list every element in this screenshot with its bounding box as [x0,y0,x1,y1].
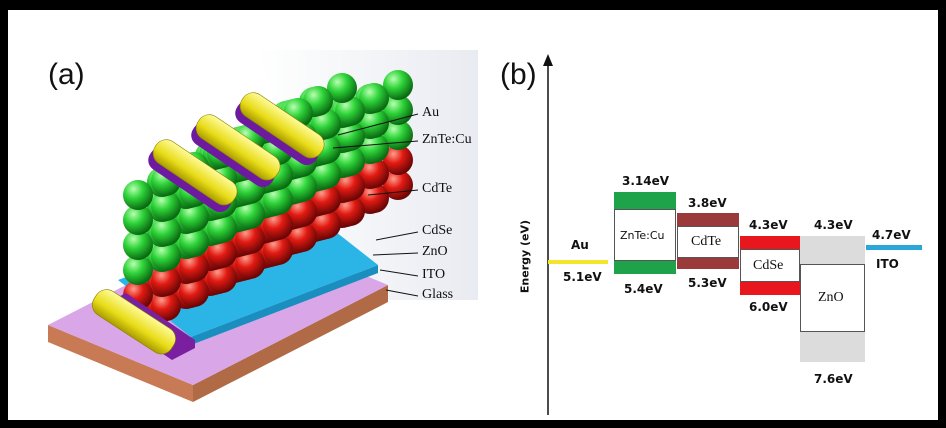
zntecu-label: ZnTe:Cu [620,229,665,242]
au-energy: 5.1eV [563,270,602,284]
au-level-bar [548,260,608,264]
zntecu-bottom-bar [614,261,676,274]
zno-top-energy: 4.3eV [814,218,853,232]
nanoparticle [123,180,153,210]
label-cdte: CdTe [422,181,453,196]
top-electrode [148,139,238,213]
label-zntecu: ZnTe:Cu [422,132,472,147]
nanoparticle [335,146,365,176]
nanoparticle [263,235,293,265]
nanoparticle [123,205,153,235]
zntecu-top-bar [614,192,676,209]
nanoparticle [235,199,265,229]
leader-lines [332,113,419,297]
cdse-bottom-energy: 6.0eV [749,300,788,314]
nanoparticle [123,255,153,285]
cdse-gap-box [740,249,800,282]
zntecu-top-energy: 3.14eV [622,174,670,188]
energy-axis [543,54,553,415]
zno-top-bar [800,236,865,264]
nanoparticle [179,277,209,307]
zno-bottom-energy: 7.6eV [814,372,853,386]
cdse-label: CdSe [753,258,784,273]
nanoparticle [179,227,209,257]
nanoparticle [359,133,389,163]
nanoparticle [207,263,237,293]
cdte-gap-box [677,226,739,258]
glass-substrate-side [48,325,193,402]
zntecu-bottom-energy: 5.4eV [624,282,663,296]
nanoparticle-cluster [123,70,413,335]
label-cdse: CdSe [422,223,453,238]
nanoparticle [151,216,181,246]
cdte-bottom-bar [677,258,739,269]
top-electrodes [148,92,325,213]
cdse-top-bar [740,236,800,249]
zntecu-gap-box [614,209,676,261]
nanoparticle [207,213,237,243]
nanoparticle [335,96,365,126]
nanoparticle [311,209,341,239]
ito-level-bar [866,245,922,250]
nanoparticle [151,191,181,221]
panel-b-label: (b) [500,58,537,91]
figure-frame: (a) [8,10,938,420]
top-electrode [235,92,325,166]
nanoparticle [311,184,341,214]
nanoparticle [151,241,181,271]
cdse-top-energy: 4.3eV [749,218,788,232]
nanoparticle [123,230,153,260]
zno-label: ZnO [818,290,844,305]
cdte-top-bar [677,213,739,226]
nanoparticle [263,185,293,215]
nanoparticle [287,222,317,252]
top-electrode [191,114,281,188]
nanoparticle [359,183,389,213]
ito-layer-front [191,265,378,345]
bottom-electrode [92,289,195,360]
cdte-bottom-energy: 5.3eV [688,276,727,290]
ito-label: ITO [876,257,899,271]
label-au: Au [422,105,440,120]
zno-bottom-bar [800,332,865,362]
label-ito: ITO [422,267,446,282]
nanoparticle [335,121,365,151]
cdte-top-energy: 3.8eV [688,196,727,210]
au-label: Au [571,238,589,252]
device-structure-illustration [48,50,478,402]
nanoparticle [311,109,341,139]
nanoparticle [235,249,265,279]
energy-axis-label: Energy (eV) [518,219,532,294]
nanoparticle [335,196,365,226]
nanoparticle [335,171,365,201]
nanoparticle [287,172,317,202]
nanoparticle [179,252,209,282]
label-zno: ZnO [422,244,448,259]
glass-substrate-front [193,285,388,402]
cdse-bottom-bar [740,282,800,295]
cdte-label: CdTe [691,234,722,249]
nanoparticle [359,158,389,188]
nanoparticle [235,224,265,254]
nanoparticle [311,159,341,189]
nanoparticle [151,266,181,296]
nanoparticle [179,202,209,232]
nanoparticle [359,108,389,138]
nanoparticle [263,210,293,240]
nanoparticle [151,291,181,321]
panel-a-label: (a) [48,58,85,91]
zno-gap-box [800,264,865,332]
nanoparticle [359,83,389,113]
nanoparticle [383,70,413,100]
ito-energy: 4.7eV [872,228,911,242]
nanoparticle [383,145,413,175]
nanoparticle [327,73,357,103]
nanoparticle [207,238,237,268]
nanoparticle [287,197,317,227]
label-glass: Glass [422,287,454,302]
